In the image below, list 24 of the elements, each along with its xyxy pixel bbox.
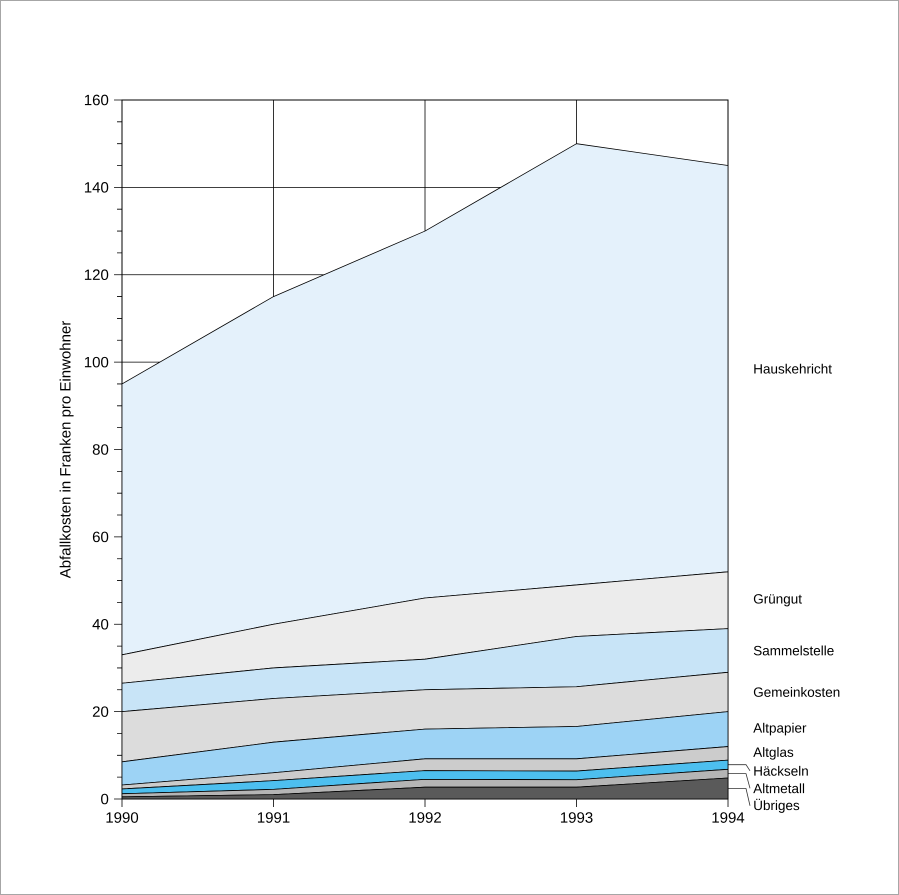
y-tick-label: 140 bbox=[84, 182, 108, 193]
y-tick-label: 160 bbox=[84, 94, 108, 106]
series-label: Grüngut bbox=[754, 594, 802, 606]
y-tick-label: 80 bbox=[92, 444, 108, 455]
series-label: Hauskehricht bbox=[754, 364, 832, 374]
y-tick-label: 60 bbox=[92, 532, 108, 542]
series-label: Häckseln bbox=[754, 766, 808, 776]
x-tick-label: 1990 bbox=[106, 812, 138, 823]
x-tick-label: 1993 bbox=[560, 812, 593, 823]
series-label: Übriges bbox=[754, 798, 800, 813]
y-axis-title: Abfallkosten in Franken pro Einwohner bbox=[60, 320, 74, 578]
x-tick-label: 1994 bbox=[712, 812, 744, 823]
series-label: Altglas bbox=[753, 747, 794, 760]
series-label: Sammelstelle bbox=[754, 646, 834, 656]
series-label: Altpapier bbox=[753, 722, 806, 736]
x-tick-label: 1991 bbox=[258, 812, 290, 823]
series-label: Altmetall bbox=[753, 783, 804, 794]
y-tick-label: 20 bbox=[92, 706, 108, 717]
y-tick-label: 120 bbox=[84, 269, 108, 280]
y-tick-label: 0 bbox=[101, 794, 108, 804]
y-tick-label: 100 bbox=[84, 356, 108, 368]
x-tick-label: 1992 bbox=[409, 812, 441, 823]
y-tick-label: 40 bbox=[92, 618, 108, 630]
series-label: Gemeinkosten bbox=[754, 687, 840, 697]
